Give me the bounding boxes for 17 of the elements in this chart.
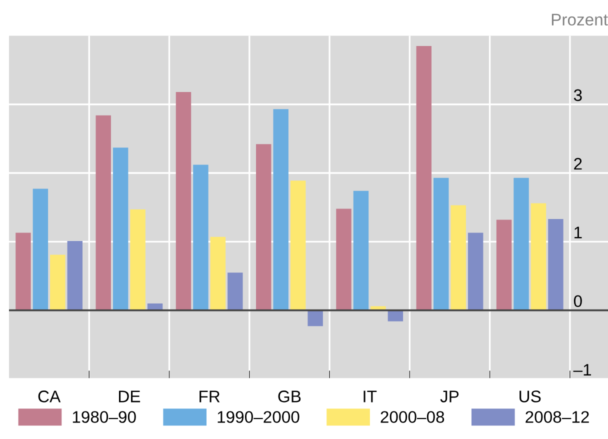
x-tick-label: US xyxy=(520,390,541,402)
legend-label: 2000–08 xyxy=(380,411,444,423)
y-tick-label: –1 xyxy=(573,364,592,376)
y-tick-label: 2 xyxy=(574,158,582,170)
legend-label: 1990–2000 xyxy=(218,411,300,423)
x-tick-label: CA xyxy=(38,390,61,402)
x-tick-label: IT xyxy=(364,390,377,402)
y-tick-label: 3 xyxy=(574,89,582,102)
x-tick-label: GB xyxy=(278,390,301,402)
legend-label: 2008–12 xyxy=(526,411,589,423)
x-tick-label: JP xyxy=(440,390,459,402)
x-tick-label: DE xyxy=(118,390,140,402)
y-tick-label: 1 xyxy=(574,226,582,238)
y-axis-title: Prozent xyxy=(552,14,608,26)
x-tick-label: FR xyxy=(200,390,220,402)
y-tick-label: 0 xyxy=(574,295,582,308)
legend-label: 1980–90 xyxy=(72,411,136,423)
